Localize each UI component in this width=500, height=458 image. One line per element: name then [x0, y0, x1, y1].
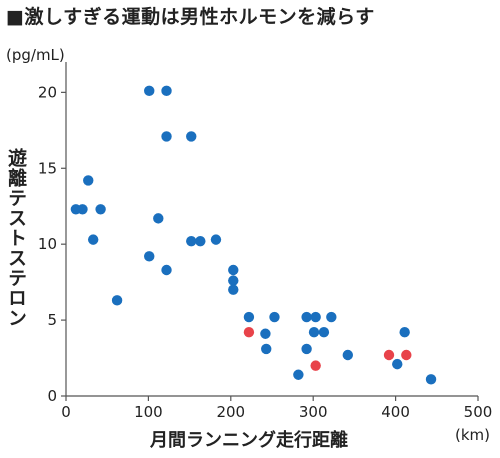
ticks: 0 100 200 300 400 500 0 5 10 15 20 — [38, 83, 492, 421]
data-point-blue — [228, 275, 239, 286]
data-point-blue — [293, 369, 304, 380]
x-axis-unit: (km) — [455, 426, 491, 444]
data-point-blue — [228, 264, 239, 276]
x-tick-label: 200 — [216, 403, 245, 421]
data-point-blue — [308, 327, 320, 338]
y-tick-label: 10 — [38, 235, 57, 253]
data-point-blue — [318, 327, 330, 338]
data-point-blue — [326, 311, 337, 323]
data-point-blue — [399, 327, 410, 338]
data-point-blue — [111, 295, 123, 306]
data-point-red — [310, 360, 321, 371]
data-point-blue — [144, 251, 155, 262]
axes — [65, 62, 478, 397]
data-point-blue — [342, 349, 354, 361]
data-point-blue — [210, 234, 222, 245]
y-tick-label: 20 — [38, 83, 57, 101]
data-point-blue — [77, 204, 88, 215]
x-tick-label: 100 — [134, 403, 163, 421]
data-points — [70, 85, 437, 385]
y-tick-label: 15 — [38, 159, 57, 177]
x-axis-label: 月間ランニング走行距離 — [150, 430, 348, 451]
data-point-blue — [161, 131, 172, 142]
data-point-blue — [228, 284, 239, 295]
data-point-red — [383, 349, 395, 361]
data-point-blue — [301, 311, 312, 323]
data-point-blue — [425, 374, 437, 385]
chart-title: ■激しすぎる運動は男性ホルモンを減らす — [6, 6, 375, 28]
y-tick-label: 0 — [47, 387, 57, 405]
data-point-blue — [392, 358, 403, 370]
data-point-red — [401, 349, 412, 361]
data-point-blue — [269, 311, 280, 323]
data-point-blue — [153, 213, 164, 224]
data-point-blue — [260, 328, 271, 339]
data-point-blue — [301, 343, 312, 355]
x-tick-label: 400 — [381, 403, 410, 421]
data-point-blue — [83, 175, 94, 186]
data-point-blue — [161, 264, 172, 276]
x-tick-label: 300 — [299, 403, 328, 421]
y-axis-unit: (pg/mL) — [6, 46, 65, 64]
data-point-blue — [186, 131, 197, 142]
data-point-blue — [95, 204, 106, 215]
data-point-red — [243, 327, 255, 338]
data-point-blue — [161, 85, 172, 97]
x-tick-label: 0 — [61, 403, 71, 421]
x-tick-label: 500 — [464, 403, 493, 421]
data-point-blue — [243, 311, 255, 323]
data-point-blue — [186, 235, 197, 247]
data-point-blue — [310, 311, 321, 323]
data-point-blue — [261, 343, 272, 355]
data-point-blue — [87, 234, 99, 245]
data-point-blue — [195, 235, 206, 247]
y-tick-label: 5 — [47, 311, 57, 329]
data-point-blue — [144, 85, 155, 97]
y-axis-label: 遊離テストステロン — [5, 148, 27, 328]
